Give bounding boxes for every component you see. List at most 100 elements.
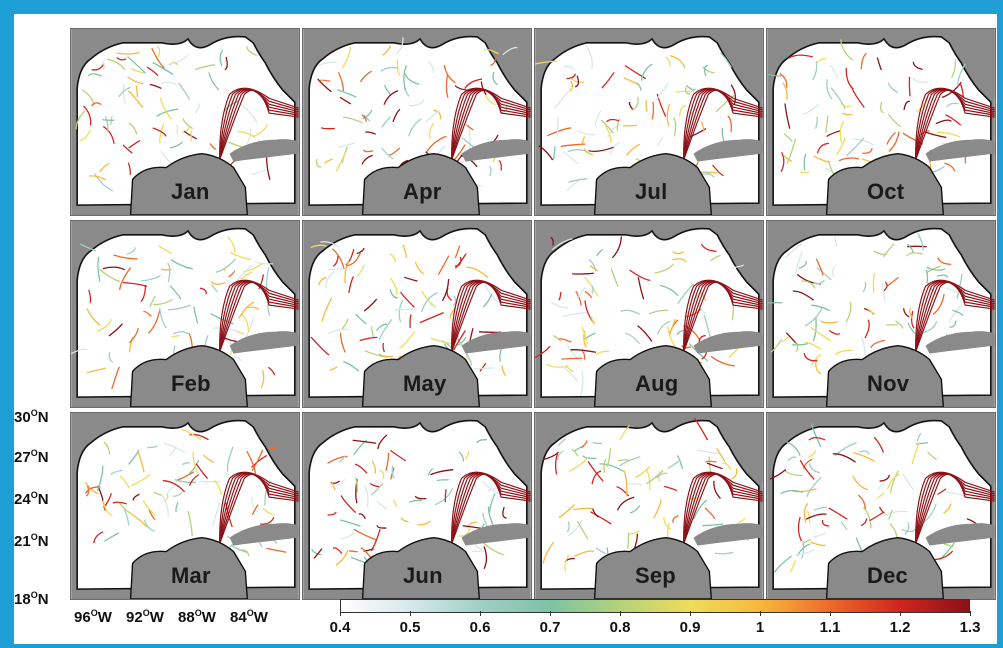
streamline [702, 523, 724, 527]
streamline [656, 136, 664, 147]
streamline [466, 124, 474, 131]
streamline [564, 555, 570, 572]
streamline [554, 90, 570, 109]
streamline [813, 279, 825, 285]
streamline [194, 64, 216, 71]
streamline [572, 272, 594, 275]
streamline [102, 61, 106, 71]
streamline [584, 291, 593, 299]
streamline [158, 307, 168, 329]
streamline [128, 336, 134, 353]
figure: Jan Apr Jul Oct Feb May Aug Nov Mar Jun Sep Dec 30O… [14, 14, 997, 644]
streamline [173, 491, 183, 498]
streamline [409, 314, 412, 329]
colorbar-tick-mark [410, 611, 411, 616]
colorbar-tick-label: 0.5 [399, 619, 421, 636]
streamline [118, 502, 131, 514]
streamline [610, 268, 619, 287]
streamline [108, 323, 123, 337]
streamline [770, 339, 783, 353]
loop-current [683, 281, 763, 353]
streamline [396, 59, 401, 76]
streamline [325, 271, 335, 289]
map-panel-jun: Jun [302, 412, 532, 600]
streamline [195, 463, 209, 480]
streamline [173, 331, 189, 335]
streamline [576, 520, 589, 540]
streamline [443, 64, 456, 84]
streamline [490, 52, 497, 67]
streamline [160, 493, 169, 517]
streamline [453, 330, 466, 351]
streamline [791, 342, 809, 346]
streamline [561, 364, 579, 383]
streamline [379, 469, 385, 480]
streamline [629, 269, 651, 282]
streamline [552, 146, 556, 160]
streamline [637, 325, 653, 342]
map-panel-jul: Jul [534, 28, 764, 216]
loop-current [915, 473, 995, 545]
streamline [908, 76, 911, 97]
colorbar-tick-label: 0.7 [539, 619, 561, 636]
colorbar-tick-mark [970, 611, 971, 616]
streamline [959, 82, 964, 97]
streamline [547, 127, 572, 137]
streamline [382, 342, 385, 353]
longitude-tick-label: 84OW [230, 608, 268, 626]
streamline [620, 309, 641, 316]
streamline [262, 507, 273, 516]
streamline [317, 78, 332, 93]
streamline [419, 312, 444, 324]
streamline [162, 479, 186, 493]
streamline [337, 89, 357, 98]
streamline [832, 453, 856, 463]
streamline [596, 248, 604, 257]
streamline [75, 110, 86, 130]
streamline [828, 507, 848, 520]
streamline [321, 297, 333, 322]
month-label: Jul [635, 179, 668, 204]
streamline [182, 118, 194, 130]
streamline [862, 281, 867, 293]
streamline [338, 455, 346, 463]
streamline [260, 516, 275, 525]
loop-current [915, 281, 995, 353]
streamline [786, 138, 797, 164]
loop-current [219, 471, 299, 540]
streamline [676, 455, 684, 470]
streamline [923, 321, 938, 334]
streamline [498, 160, 502, 171]
streamline [845, 302, 852, 323]
streamline [211, 284, 218, 293]
streamline [389, 288, 399, 299]
streamline [176, 124, 179, 135]
streamline [327, 511, 337, 516]
streamline [838, 157, 860, 162]
colorbar-tick-label: 1.1 [819, 619, 841, 636]
streamline [149, 295, 156, 308]
streamline [213, 479, 223, 495]
streamline [346, 252, 361, 267]
streamline [842, 112, 853, 116]
streamline [210, 281, 226, 285]
streamline [389, 277, 398, 295]
streamline [311, 548, 322, 556]
streamline [806, 476, 822, 497]
streamline [454, 245, 461, 259]
streamline [187, 510, 193, 537]
streamline [378, 318, 393, 340]
streamline [546, 363, 569, 368]
loop-current [451, 281, 531, 353]
streamline [888, 509, 893, 520]
colorbar-tick-mark [900, 611, 901, 616]
streamline [199, 287, 207, 295]
streamline [658, 471, 661, 482]
streamline [430, 337, 452, 344]
streamline [390, 449, 407, 462]
streamline [852, 137, 875, 146]
streamline [886, 276, 899, 287]
streamline [123, 508, 130, 526]
streamline [362, 149, 374, 153]
streamline [89, 175, 107, 181]
